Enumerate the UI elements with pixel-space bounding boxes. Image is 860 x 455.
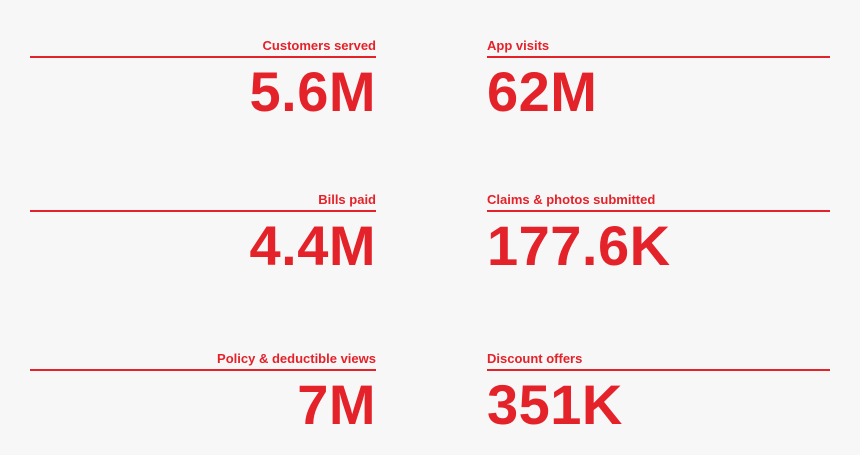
stat-value: 7M [297,373,376,436]
stat-value: 5.6M [249,60,376,123]
divider [30,56,376,58]
stat: Discount offers 351K [487,349,830,435]
stat-label: Claims & photos submitted [487,192,656,207]
divider [30,210,376,212]
stat-value: 351K [487,373,623,436]
stat-label: Customers served [262,38,376,53]
divider [487,369,830,371]
divider [487,56,830,58]
divider [487,210,830,212]
stat: Claims & photos submitted 177.6K [487,190,830,276]
stat: App visits 62M [487,36,830,122]
stat: Policy & deductible views 7M [30,349,376,435]
stat: Bills paid 4.4M [30,190,376,276]
stat-value: 62M [487,60,598,123]
stat-label: Policy & deductible views [217,351,376,366]
stat-value: 177.6K [487,214,671,277]
stat-label: App visits [487,38,550,53]
stat-value: 4.4M [249,214,376,277]
stat: Customers served 5.6M [30,36,376,122]
divider [30,369,376,371]
stat-label: Discount offers [487,351,583,366]
stat-label: Bills paid [318,192,376,207]
